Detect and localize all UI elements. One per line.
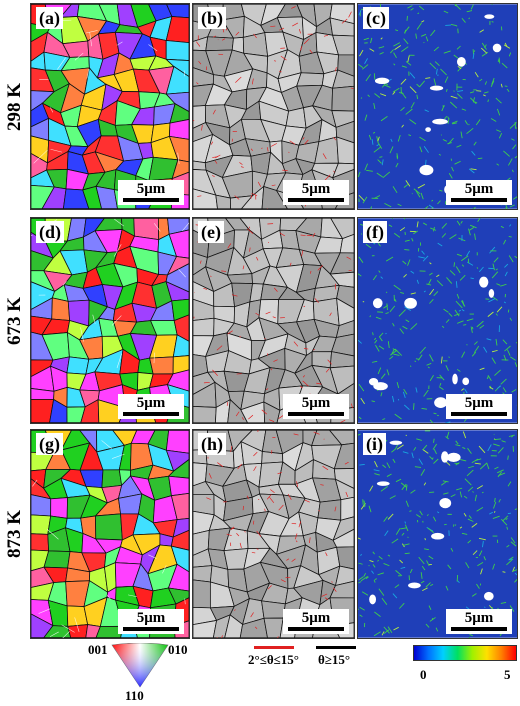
kam-map bbox=[358, 218, 517, 423]
ipf-label-110: 110 bbox=[125, 688, 144, 703]
panel-label: (c) bbox=[363, 7, 389, 29]
scale-bar: 5μm bbox=[446, 609, 512, 634]
grain-boundary-map bbox=[193, 218, 354, 423]
panel-label: (b) bbox=[198, 7, 226, 29]
panel-e-boundary-map: (e) 5μm bbox=[192, 217, 355, 424]
scale-bar: 5μm bbox=[118, 180, 184, 205]
ipf-grain-map bbox=[31, 430, 189, 638]
grain-boundary-map bbox=[193, 430, 354, 638]
kam-map bbox=[358, 4, 517, 209]
kam-color-bar bbox=[413, 645, 517, 661]
row-label-873k: 873 K bbox=[4, 509, 25, 559]
low-angle-label: 2°≤θ≤15° bbox=[248, 652, 299, 667]
low-angle-line-sample bbox=[254, 646, 294, 649]
high-angle-line-sample bbox=[316, 646, 356, 649]
panel-g-ipf-map: (g) 5μm bbox=[30, 429, 190, 639]
panel-f-kam-map: (f) 5μm bbox=[357, 217, 518, 424]
scale-bar: 5μm bbox=[446, 180, 512, 205]
ipf-color-triangle bbox=[111, 643, 169, 688]
high-angle-label: θ≥15° bbox=[318, 652, 351, 667]
panel-c-kam-map: (c) 5μm bbox=[357, 3, 518, 210]
panel-label: (h) bbox=[198, 433, 226, 455]
panel-label: (g) bbox=[36, 433, 63, 455]
kam-max-label: 5 bbox=[504, 667, 511, 682]
kam-min-label: 0 bbox=[420, 667, 427, 682]
ipf-grain-map bbox=[31, 218, 189, 423]
panel-label: (f) bbox=[363, 221, 387, 243]
scale-bar: 5μm bbox=[446, 394, 512, 419]
row-label-673k: 673 K bbox=[4, 296, 25, 345]
ipf-label-001: 001 bbox=[88, 642, 108, 657]
panel-label: (e) bbox=[198, 221, 224, 243]
panel-label: (d) bbox=[36, 221, 64, 243]
row-label-298k: 298 K bbox=[4, 82, 25, 131]
panel-label: (i) bbox=[363, 433, 386, 455]
scale-bar: 5μm bbox=[283, 609, 349, 634]
grain-boundary-map bbox=[193, 4, 354, 209]
panel-h-boundary-map: (h) 5μm bbox=[192, 429, 355, 639]
scale-bar: 5μm bbox=[118, 394, 184, 419]
panel-i-kam-map: (i) 5μm bbox=[357, 429, 518, 639]
scale-bar: 5μm bbox=[283, 394, 349, 419]
panel-b-boundary-map: (b) 5μm bbox=[192, 3, 355, 210]
ipf-grain-map bbox=[31, 4, 189, 209]
scale-bar: 5μm bbox=[283, 180, 349, 205]
panel-label: (a) bbox=[36, 7, 63, 29]
panel-a-ipf-map: (a) 5μm bbox=[30, 3, 190, 210]
scale-bar: 5μm bbox=[118, 609, 184, 634]
panel-d-ipf-map: (d) 5μm bbox=[30, 217, 190, 424]
ipf-label-010: 010 bbox=[168, 642, 188, 657]
kam-map bbox=[358, 430, 517, 638]
